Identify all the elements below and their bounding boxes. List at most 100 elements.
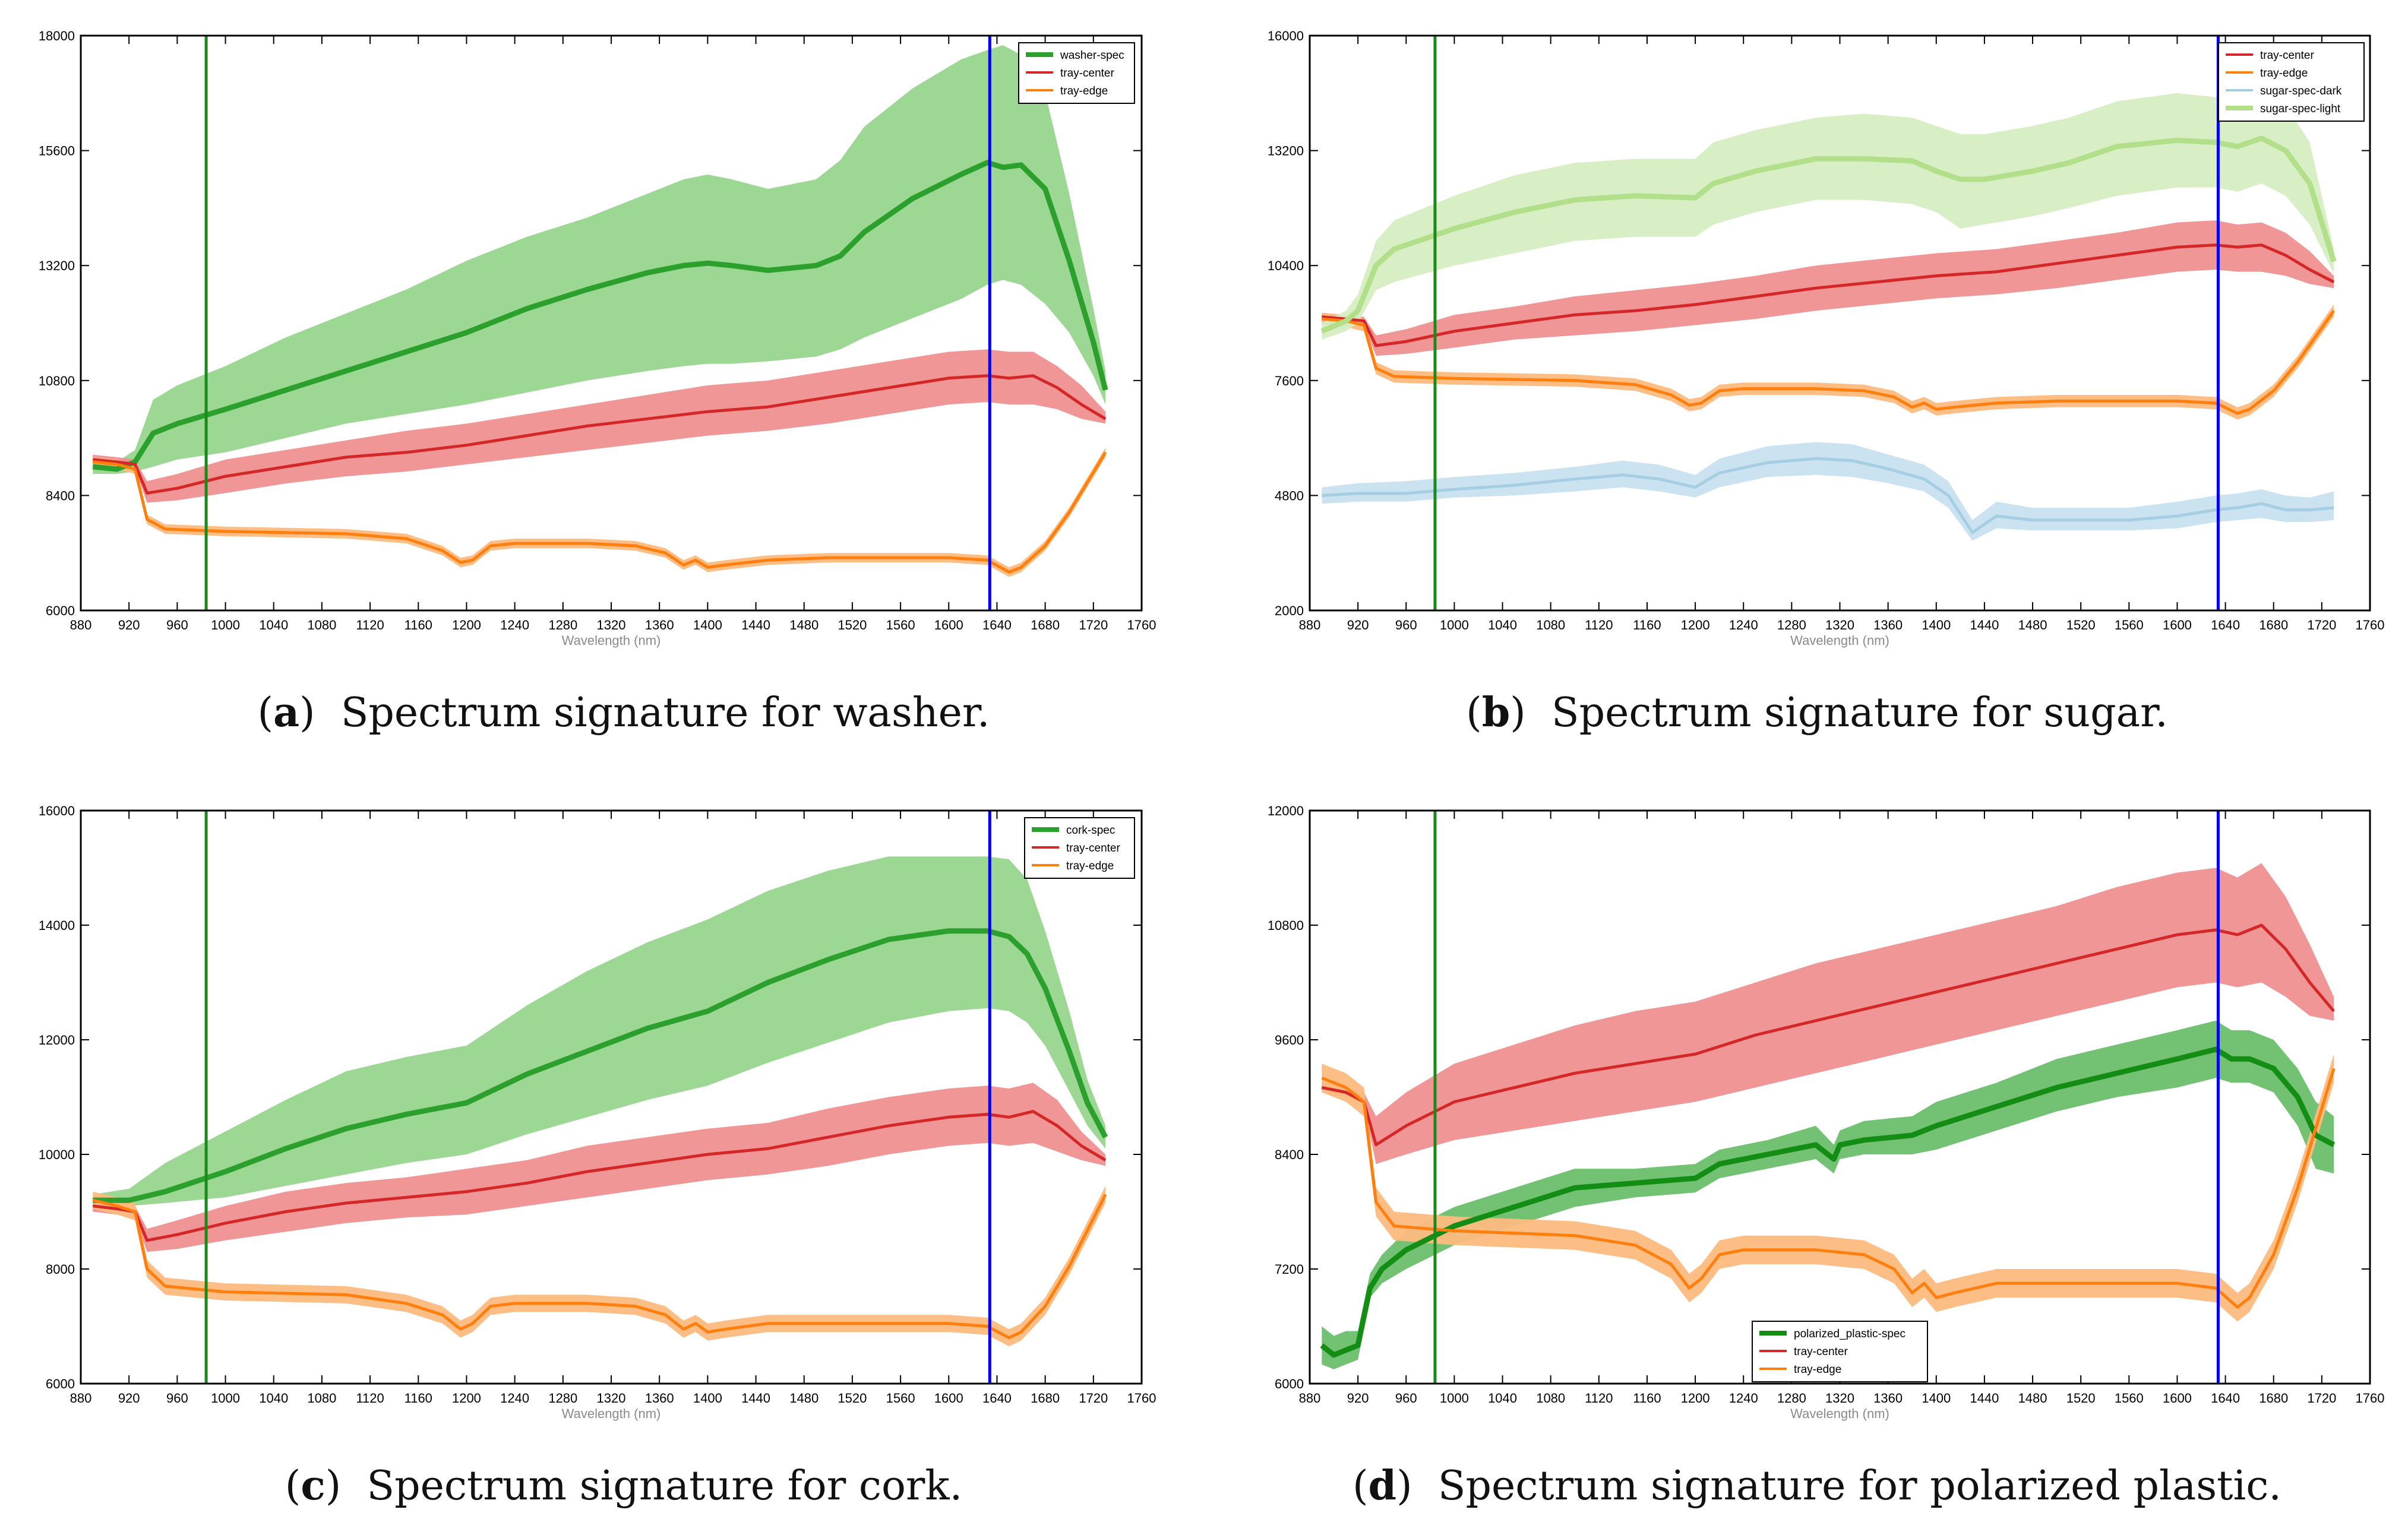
- x-tick-label: 1080: [307, 1391, 336, 1406]
- x-axis-label: Wavelength (nm): [562, 633, 661, 648]
- x-tick-label: 1760: [1127, 618, 1156, 632]
- legend-label-cork-spec: cork-spec: [1066, 824, 1115, 837]
- y-tick-label: 15600: [39, 144, 75, 159]
- y-tick-label: 13200: [1268, 144, 1304, 159]
- x-tick-label: 1400: [1922, 1391, 1951, 1406]
- x-tick-label: 1720: [1079, 618, 1108, 632]
- band-tray-center: [1322, 863, 2334, 1164]
- y-tick-label: 6000: [46, 603, 75, 618]
- x-tick-label: 920: [118, 618, 140, 632]
- x-tick-label: 1280: [548, 1391, 577, 1406]
- y-tick-label: 16000: [39, 803, 75, 818]
- x-tick-label: 1080: [1536, 1391, 1565, 1406]
- x-tick-label: 1200: [1681, 1391, 1710, 1406]
- y-tick-label: 4800: [1275, 488, 1304, 503]
- plot-area-a: [92, 45, 1108, 577]
- band-washer-spec: [93, 45, 1106, 474]
- y-tick-label: 10800: [39, 374, 75, 388]
- x-tick-label: 920: [1347, 1391, 1369, 1406]
- caption-b-text: Spectrum signature for sugar.: [1551, 689, 2168, 736]
- band-polarized_plastic-spec: [1322, 1020, 2334, 1369]
- x-tick-label: 1480: [789, 1391, 819, 1406]
- x-tick-label: 1560: [886, 1391, 915, 1406]
- x-tick-label: 1200: [1681, 618, 1710, 632]
- x-tick-label: 1200: [452, 618, 481, 632]
- x-tick-label: 1520: [838, 618, 867, 632]
- legend-label-sugar-spec-light: sugar-spec-light: [2260, 103, 2341, 115]
- x-tick-label: 1560: [2115, 1391, 2144, 1406]
- x-tick-label: 1600: [2163, 1391, 2192, 1406]
- x-tick-label: 1440: [1970, 618, 1999, 632]
- y-tick-label: 12000: [1268, 803, 1304, 818]
- x-tick-label: 1120: [356, 1391, 384, 1406]
- x-tick-label: 880: [70, 618, 92, 632]
- y-tick-label: 8000: [46, 1262, 75, 1277]
- x-tick-label: 1240: [1729, 1391, 1758, 1406]
- line-tray-center: [1321, 923, 2336, 1147]
- band-tray-center: [93, 1083, 1106, 1252]
- x-tick-label: 1440: [1970, 1391, 1999, 1406]
- x-tick-label: 1280: [1777, 618, 1806, 632]
- legend-label-tray-center: tray-center: [2260, 49, 2314, 62]
- x-tick-label: 1440: [741, 618, 770, 632]
- y-tick-label: 2000: [1275, 603, 1304, 618]
- y-tick-label: 14000: [39, 918, 75, 933]
- x-tick-label: 1640: [2211, 1391, 2240, 1406]
- legend-a: washer-spec tray-center tray-edge: [1018, 42, 1135, 104]
- line-sugar-spec-dark: [1322, 457, 2334, 534]
- x-tick-label: 1400: [1922, 618, 1951, 632]
- caption-c-text: Spectrum signature for cork.: [366, 1463, 963, 1509]
- y-tick-label: 10000: [39, 1147, 75, 1162]
- x-axis-label: Wavelength (nm): [562, 1406, 661, 1421]
- x-axis-label: Wavelength (nm): [1790, 633, 1889, 648]
- x-tick-label: 880: [70, 1391, 92, 1406]
- x-tick-label: 1000: [1440, 1391, 1469, 1406]
- x-tick-label: 1160: [405, 618, 432, 632]
- x-tick-label: 1120: [356, 618, 384, 632]
- band-sugar-spec-dark: [1322, 442, 2334, 541]
- caption-d: (d) Spectrum signature for polarized pla…: [1352, 1462, 2281, 1509]
- x-tick-label: 1280: [548, 618, 577, 632]
- x-tick-label: 1600: [934, 618, 963, 632]
- caption-c: (c) Spectrum signature for cork.: [285, 1462, 963, 1509]
- x-tick-label: 1000: [1440, 618, 1469, 632]
- y-tick-label: 6000: [46, 1376, 75, 1391]
- legend-label-washer-spec: washer-spec: [1060, 49, 1124, 62]
- legend-d: polarized_plastic-spec tray-center tray-ed…: [1752, 1321, 1928, 1382]
- x-tick-label: 1560: [886, 618, 915, 632]
- x-tick-label: 1560: [2115, 618, 2144, 632]
- x-tick-label: 1360: [645, 1391, 674, 1406]
- x-tick-label: 1320: [1825, 618, 1854, 632]
- legend-label-tray-edge: tray-edge: [1066, 860, 1114, 872]
- legend-label-tray-edge: tray-edge: [1794, 1363, 1841, 1376]
- x-tick-label: 1120: [1585, 618, 1613, 632]
- x-tick-label: 1400: [693, 618, 722, 632]
- x-tick-label: 1680: [2259, 618, 2288, 632]
- x-tick-label: 1760: [1127, 1391, 1156, 1406]
- x-tick-label: 1360: [1873, 1391, 1903, 1406]
- x-tick-label: 1080: [307, 618, 336, 632]
- legend-b: tray-center tray-edge sugar-spec-dark sugar…: [2218, 42, 2365, 122]
- legend-label-tray-edge: tray-edge: [1060, 85, 1108, 97]
- line-tray-center: [93, 374, 1107, 495]
- legend-label-sugar-spec-dark: sugar-spec-dark: [2260, 85, 2342, 97]
- x-tick-label: 1160: [405, 1391, 432, 1406]
- x-tick-label: 1200: [452, 1391, 481, 1406]
- caption-a: (a) Spectrum signature for washer.: [257, 689, 990, 736]
- x-tick-label: 920: [118, 1391, 140, 1406]
- legend-label-tray-center: tray-center: [1794, 1346, 1848, 1358]
- x-tick-label: 1440: [741, 1391, 770, 1406]
- caption-b: (b) Spectrum signature for sugar.: [1466, 689, 2168, 736]
- legend-label-tray-center: tray-center: [1060, 67, 1114, 80]
- x-tick-label: 1480: [2018, 1391, 2047, 1406]
- x-tick-label: 1040: [1488, 1391, 1517, 1406]
- y-tick-label: 8400: [1275, 1147, 1304, 1162]
- x-tick-label: 1640: [982, 618, 1012, 632]
- legend-label-tray-edge: tray-edge: [2260, 67, 2308, 80]
- x-tick-label: 960: [1395, 618, 1417, 632]
- line-tray-center: [1322, 243, 2335, 347]
- x-tick-label: 960: [166, 1391, 188, 1406]
